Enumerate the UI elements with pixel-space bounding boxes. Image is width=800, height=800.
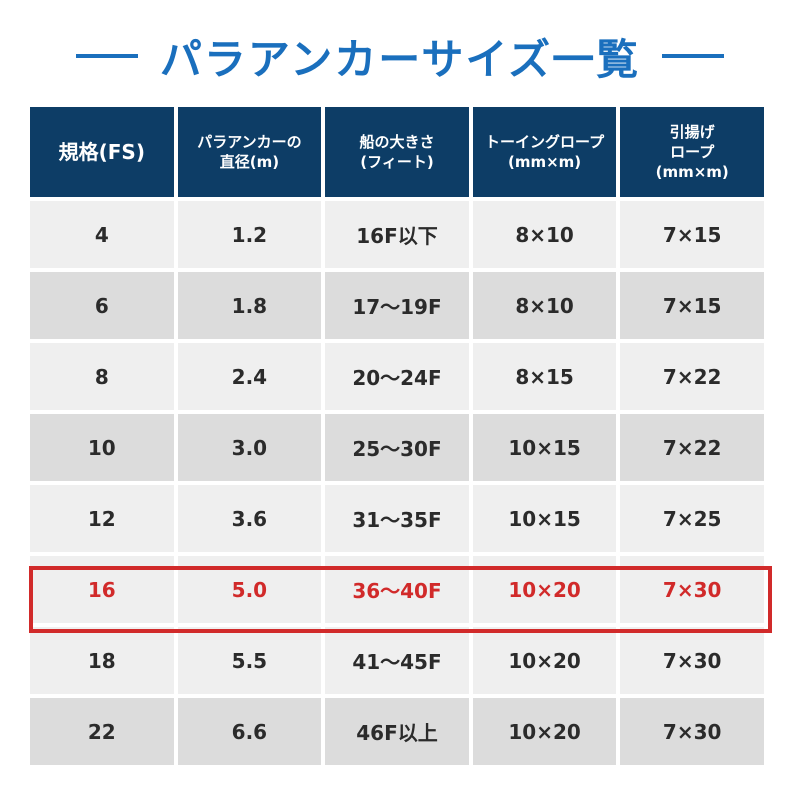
cell-spec: 6 <box>30 272 174 339</box>
table-row: 22 6.6 46F以上 10×20 7×30 <box>30 698 764 765</box>
cell-spec: 12 <box>30 485 174 552</box>
header-spec: 規格(FS) <box>30 107 174 197</box>
cell-spec: 16 <box>30 556 174 623</box>
table-row: 4 1.2 16F以下 8×10 7×15 <box>30 201 764 268</box>
cell-towing-rope: 10×15 <box>472 485 617 552</box>
cell-boat-size: 17〜19F <box>325 272 469 339</box>
cell-towing-rope: 10×20 <box>472 556 617 623</box>
cell-boat-size: 20〜24F <box>325 343 469 410</box>
cell-retrieval-rope: 7×15 <box>620 201 764 268</box>
header-boat-size: 船の大きさ (フィート) <box>325 107 469 197</box>
header-diameter: パラアンカーの 直径(m) <box>177 107 322 197</box>
cell-spec: 10 <box>30 414 174 481</box>
table-header-row: 規格(FS) パラアンカーの 直径(m) 船の大きさ (フィート) トーイングロ… <box>30 107 764 197</box>
cell-diameter: 1.8 <box>177 272 322 339</box>
cell-spec: 4 <box>30 201 174 268</box>
cell-retrieval-rope: 7×30 <box>620 627 764 694</box>
cell-retrieval-rope: 7×30 <box>620 556 764 623</box>
table-row: 6 1.8 17〜19F 8×10 7×15 <box>30 272 764 339</box>
cell-towing-rope: 8×10 <box>472 201 617 268</box>
cell-diameter: 5.0 <box>177 556 322 623</box>
cell-towing-rope: 8×10 <box>472 272 617 339</box>
cell-retrieval-rope: 7×22 <box>620 414 764 481</box>
table-row: 12 3.6 31〜35F 10×15 7×25 <box>30 485 764 552</box>
title-right-rule <box>662 54 725 58</box>
cell-towing-rope: 10×15 <box>472 414 617 481</box>
cell-boat-size: 16F以下 <box>325 201 469 268</box>
cell-retrieval-rope: 7×25 <box>620 485 764 552</box>
cell-boat-size: 31〜35F <box>325 485 469 552</box>
title-bar: パラアンカーサイズ一覧 <box>0 24 800 88</box>
cell-retrieval-rope: 7×22 <box>620 343 764 410</box>
page-title: パラアンカーサイズ一覧 <box>159 34 641 84</box>
cell-boat-size: 46F以上 <box>325 698 469 765</box>
cell-spec: 22 <box>30 698 174 765</box>
table-row: 8 2.4 20〜24F 8×15 7×22 <box>30 343 764 410</box>
header-retrieval-rope: 引揚げ ロープ (mm×m) <box>620 107 764 197</box>
cell-boat-size: 36〜40F <box>325 556 469 623</box>
cell-towing-rope: 10×20 <box>472 627 617 694</box>
cell-retrieval-rope: 7×15 <box>620 272 764 339</box>
cell-diameter: 3.0 <box>177 414 322 481</box>
cell-towing-rope: 8×15 <box>472 343 617 410</box>
cell-diameter: 5.5 <box>177 627 322 694</box>
table-row: 10 3.0 25〜30F 10×15 7×22 <box>30 414 764 481</box>
cell-diameter: 3.6 <box>177 485 322 552</box>
cell-retrieval-rope: 7×30 <box>620 698 764 765</box>
size-table: 規格(FS) パラアンカーの 直径(m) 船の大きさ (フィート) トーイングロ… <box>26 103 768 769</box>
cell-diameter: 1.2 <box>177 201 322 268</box>
cell-spec: 18 <box>30 627 174 694</box>
cell-spec: 8 <box>30 343 174 410</box>
cell-boat-size: 41〜45F <box>325 627 469 694</box>
table-row-highlighted: 16 5.0 36〜40F 10×20 7×30 <box>30 556 764 623</box>
cell-diameter: 6.6 <box>177 698 322 765</box>
table-row: 18 5.5 41〜45F 10×20 7×30 <box>30 627 764 694</box>
cell-diameter: 2.4 <box>177 343 322 410</box>
title-left-rule <box>75 54 138 58</box>
cell-boat-size: 25〜30F <box>325 414 469 481</box>
header-towing-rope: トーイングロープ (mm×m) <box>472 107 617 197</box>
cell-towing-rope: 10×20 <box>472 698 617 765</box>
